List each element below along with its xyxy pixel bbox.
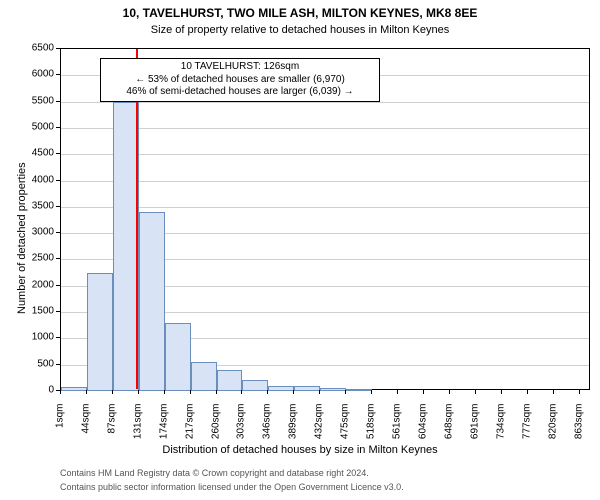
y-tick-mark <box>56 74 60 75</box>
x-tick-mark <box>423 390 424 394</box>
y-tick-label: 4500 <box>32 148 54 159</box>
x-tick-mark <box>527 390 528 394</box>
histogram-bar <box>113 102 139 391</box>
gridline <box>61 181 589 182</box>
histogram-bar <box>320 388 346 391</box>
x-tick-mark <box>112 390 113 394</box>
x-tick-mark <box>345 390 346 394</box>
figure: 10, TAVELHURST, TWO MILE ASH, MILTON KEY… <box>0 0 600 500</box>
gridline <box>61 154 589 155</box>
y-tick-label: 6500 <box>32 43 54 54</box>
gridline <box>61 128 589 129</box>
x-tick-mark <box>267 390 268 394</box>
y-tick-label: 0 <box>48 385 54 396</box>
x-tick-label: 518sqm <box>366 404 377 454</box>
footnote-license: Contains public sector information licen… <box>60 482 404 492</box>
x-tick-label: 820sqm <box>547 404 558 454</box>
x-tick-mark <box>579 390 580 394</box>
x-tick-mark <box>553 390 554 394</box>
histogram-bar <box>294 386 320 391</box>
y-tick-label: 5500 <box>32 95 54 106</box>
chart-subtitle: Size of property relative to detached ho… <box>0 24 600 36</box>
annotation-line: ← 53% of detached houses are smaller (6,… <box>105 74 375 87</box>
x-tick-mark <box>397 390 398 394</box>
x-tick-label: 44sqm <box>80 404 91 454</box>
x-tick-label: 691sqm <box>469 404 480 454</box>
annotation-line: 10 TAVELHURST: 126sqm <box>105 61 375 74</box>
y-tick-label: 2000 <box>32 279 54 290</box>
annotation-line: 46% of semi-detached houses are larger (… <box>105 86 375 99</box>
x-tick-mark <box>60 390 61 394</box>
histogram-bar <box>139 212 165 391</box>
x-tick-label: 1sqm <box>55 404 66 454</box>
x-tick-mark <box>190 390 191 394</box>
y-tick-label: 3000 <box>32 227 54 238</box>
y-tick-mark <box>56 127 60 128</box>
y-tick-label: 1000 <box>32 332 54 343</box>
histogram-bar <box>61 387 87 391</box>
x-tick-label: 648sqm <box>443 404 454 454</box>
y-tick-label: 6000 <box>32 69 54 80</box>
y-tick-mark <box>56 232 60 233</box>
chart-title: 10, TAVELHURST, TWO MILE ASH, MILTON KEY… <box>0 6 600 20</box>
y-tick-mark <box>56 101 60 102</box>
y-tick-label: 4000 <box>32 174 54 185</box>
x-tick-mark <box>164 390 165 394</box>
histogram-bar <box>346 389 372 391</box>
x-tick-label: 217sqm <box>184 404 195 454</box>
x-tick-label: 87sqm <box>106 404 117 454</box>
y-tick-label: 1500 <box>32 306 54 317</box>
x-tick-label: 131sqm <box>132 404 143 454</box>
annotation-box: 10 TAVELHURST: 126sqm← 53% of detached h… <box>100 58 380 102</box>
x-tick-mark <box>86 390 87 394</box>
x-tick-mark <box>138 390 139 394</box>
gridline <box>61 207 589 208</box>
y-tick-label: 500 <box>37 358 54 369</box>
x-tick-label: 561sqm <box>392 404 403 454</box>
y-tick-mark <box>56 48 60 49</box>
histogram-bar <box>87 273 113 391</box>
x-tick-label: 303sqm <box>236 404 247 454</box>
y-tick-label: 2500 <box>32 253 54 264</box>
x-tick-mark <box>241 390 242 394</box>
x-tick-label: 863sqm <box>573 404 584 454</box>
x-tick-label: 389sqm <box>288 404 299 454</box>
x-tick-mark <box>371 390 372 394</box>
y-axis-label: Number of detached properties <box>16 162 28 314</box>
y-tick-mark <box>56 206 60 207</box>
y-tick-mark <box>56 311 60 312</box>
x-tick-label: 777sqm <box>521 404 532 454</box>
x-tick-mark <box>475 390 476 394</box>
histogram-bar <box>165 323 191 391</box>
y-tick-label: 3500 <box>32 200 54 211</box>
x-tick-mark <box>216 390 217 394</box>
x-tick-label: 346sqm <box>262 404 273 454</box>
x-tick-mark <box>449 390 450 394</box>
y-tick-mark <box>56 285 60 286</box>
histogram-bar <box>191 362 217 391</box>
x-tick-label: 260sqm <box>210 404 221 454</box>
y-tick-mark <box>56 180 60 181</box>
y-tick-mark <box>56 337 60 338</box>
histogram-bar <box>217 370 243 391</box>
y-tick-mark <box>56 258 60 259</box>
x-tick-mark <box>319 390 320 394</box>
x-tick-mark <box>501 390 502 394</box>
footnote-copyright: Contains HM Land Registry data © Crown c… <box>60 468 369 478</box>
x-tick-label: 432sqm <box>314 404 325 454</box>
x-tick-label: 604sqm <box>417 404 428 454</box>
y-tick-label: 5000 <box>32 121 54 132</box>
histogram-bar <box>242 380 268 391</box>
y-tick-mark <box>56 153 60 154</box>
y-tick-mark <box>56 364 60 365</box>
x-tick-label: 734sqm <box>495 404 506 454</box>
x-tick-label: 174sqm <box>158 404 169 454</box>
x-tick-mark <box>293 390 294 394</box>
histogram-bar <box>268 386 294 391</box>
x-tick-label: 475sqm <box>340 404 351 454</box>
